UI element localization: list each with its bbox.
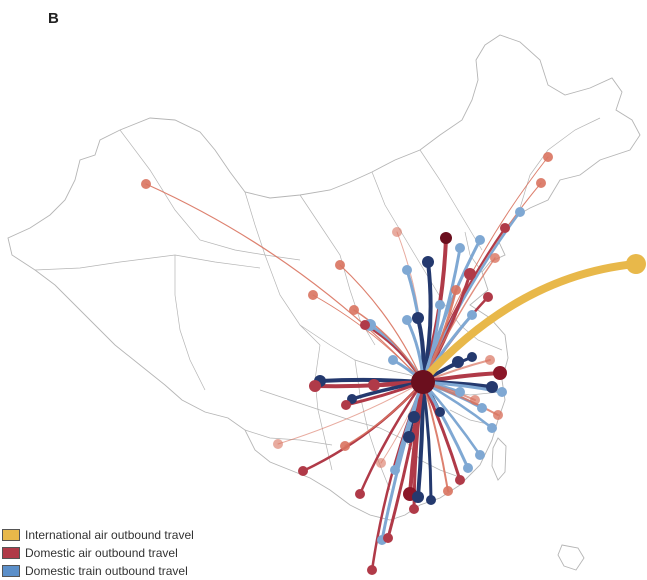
destination-dot <box>409 504 419 514</box>
destination-dot <box>273 439 283 449</box>
destination-dot <box>475 450 485 460</box>
destination-dot <box>422 256 434 268</box>
destination-dot <box>493 410 503 420</box>
international-destination-dot <box>626 254 646 274</box>
province-border <box>314 344 333 471</box>
destination-dot <box>467 352 477 362</box>
province-border <box>34 254 261 271</box>
destination-dot <box>426 495 436 505</box>
destination-dot <box>440 232 452 244</box>
destination-dot <box>402 315 412 325</box>
destination-dot <box>477 403 487 413</box>
hainan-outline <box>557 544 585 571</box>
legend-item-domestic-train: Domestic train outbound travel <box>2 562 194 580</box>
legend: International air outbound travel Domest… <box>2 526 194 580</box>
destination-dot <box>392 227 402 237</box>
destination-dot <box>490 253 500 263</box>
flow-line <box>312 294 424 383</box>
province-borders <box>7 34 641 571</box>
travel-flow-lines <box>145 156 640 572</box>
flow-line <box>421 380 433 502</box>
province-border <box>419 149 483 251</box>
destination-dot <box>402 265 412 275</box>
international-flow-line <box>421 260 640 382</box>
legend-item-international-air: International air outbound travel <box>2 526 194 544</box>
destination-dot <box>335 260 345 270</box>
destination-dot <box>412 491 424 503</box>
destination-dot <box>451 285 461 295</box>
legend-item-domestic-air: Domestic air outbound travel <box>2 544 194 562</box>
destination-dot <box>543 152 553 162</box>
destination-dot <box>355 489 365 499</box>
legend-label-international-air: International air outbound travel <box>25 528 194 542</box>
legend-label-domestic-train: Domestic train outbound travel <box>25 564 188 578</box>
destination-dot <box>367 565 377 575</box>
destination-dot <box>341 400 351 410</box>
flow-line <box>339 264 424 383</box>
destination-dot <box>452 356 464 368</box>
province-border <box>259 389 406 441</box>
province-border <box>244 191 321 346</box>
destination-dot <box>475 235 485 245</box>
legend-swatch-international-air <box>2 529 20 541</box>
destination-dot <box>455 475 465 485</box>
destination-dot <box>412 312 424 324</box>
province-border <box>354 359 391 491</box>
destination-dot <box>500 223 510 233</box>
destination-markers <box>141 152 646 575</box>
panel-label: B <box>48 10 59 27</box>
destination-dot <box>390 465 400 475</box>
destination-dot <box>455 387 465 397</box>
flow-line <box>386 380 425 540</box>
destination-dot <box>463 463 473 473</box>
destination-dot <box>455 243 465 253</box>
destination-dot <box>349 305 359 315</box>
destination-dot <box>486 381 498 393</box>
legend-swatch-domestic-air <box>2 547 20 559</box>
destination-dot <box>435 407 445 417</box>
destination-dot <box>467 310 477 320</box>
province-border <box>174 255 206 391</box>
destination-dot <box>298 466 308 476</box>
country-outline <box>7 34 641 521</box>
flow-line <box>358 380 425 496</box>
destination-dot <box>360 320 370 330</box>
destination-dot <box>403 431 415 443</box>
province-border <box>119 129 301 261</box>
province-border <box>244 429 333 446</box>
destination-dot <box>309 380 321 392</box>
destination-dot <box>141 179 151 189</box>
destination-dot <box>464 268 476 280</box>
destination-dot <box>388 355 398 365</box>
taiwan-outline <box>491 437 507 481</box>
legend-label-domestic-air: Domestic air outbound travel <box>25 546 178 560</box>
destination-dot <box>493 366 507 380</box>
province-border <box>371 171 431 281</box>
destination-dot <box>408 411 420 423</box>
destination-dot <box>376 458 386 468</box>
flow-line <box>277 381 424 445</box>
destination-dot <box>368 379 380 391</box>
destination-dot <box>470 395 480 405</box>
hub-marker <box>411 370 435 394</box>
flow-line <box>145 183 424 383</box>
destination-dot <box>497 387 507 397</box>
destination-dot <box>536 178 546 188</box>
destination-dot <box>485 355 495 365</box>
destination-dot <box>383 533 393 543</box>
destination-dot <box>308 290 318 300</box>
destination-dot <box>515 207 525 217</box>
province-border <box>464 231 483 273</box>
destination-dot <box>435 300 445 310</box>
destination-dot <box>340 441 350 451</box>
destination-dot <box>443 486 453 496</box>
legend-swatch-domestic-train <box>2 565 20 577</box>
destination-dot <box>487 423 497 433</box>
destination-dot <box>483 292 493 302</box>
